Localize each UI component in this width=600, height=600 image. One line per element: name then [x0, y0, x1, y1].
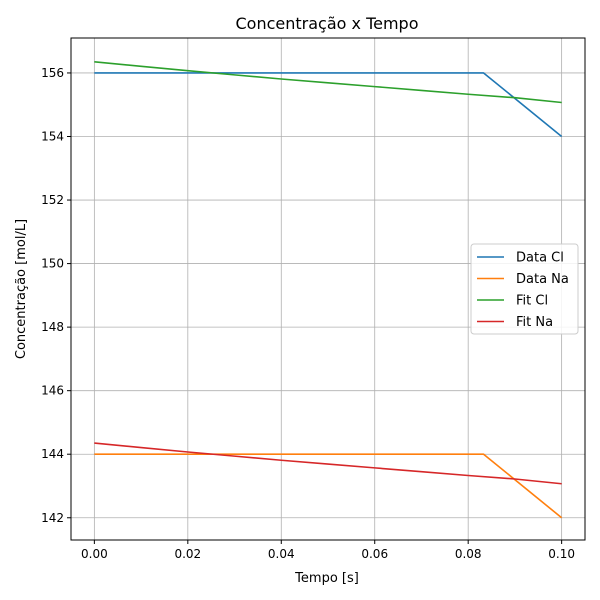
y-tick-label: 150 — [41, 257, 64, 271]
x-tick-label: 0.04 — [268, 547, 295, 561]
legend-box — [470, 243, 579, 335]
y-tick-label: 154 — [41, 129, 64, 143]
plot-frame — [70, 37, 586, 541]
series-line-3 — [94, 442, 562, 485]
y-tick-label: 142 — [41, 511, 64, 525]
y-tick-label: 148 — [41, 320, 64, 334]
y-tick-label: 152 — [41, 193, 64, 207]
x-axis-ticks: 0.00 0.02 0.04 0.06 0.08 0.10 — [81, 540, 575, 561]
x-tick-label: 0.00 — [81, 547, 108, 561]
x-tick-label: 0.06 — [361, 547, 388, 561]
legend-label: Fit Na — [516, 315, 553, 330]
x-axis-label: Tempo [s] — [294, 571, 359, 586]
y-tick-label: 156 — [41, 66, 64, 80]
y-tick-label: 144 — [41, 447, 64, 461]
legend-label: Data Na — [516, 272, 569, 287]
x-tick-label: 0.10 — [548, 547, 575, 561]
y-axis-label: Concentração [mol/L] — [14, 219, 29, 359]
x-tick-label: 0.02 — [174, 547, 201, 561]
y-tick-label: 146 — [41, 384, 64, 398]
series-line-0 — [94, 72, 563, 138]
y-axis-ticks: 142 144 146 148 150 152 154 156 — [41, 66, 71, 525]
legend-label: Fit Cl — [516, 294, 548, 309]
legend: Data Cl Data Na Fit Cl Fit Na — [470, 243, 579, 335]
chart-title: Concentração x Tempo — [236, 14, 419, 33]
series-line-2 — [94, 61, 562, 104]
x-tick-label: 0.08 — [455, 547, 482, 561]
series-line-1 — [94, 453, 563, 519]
legend-label: Data Cl — [516, 251, 564, 266]
series-lines — [94, 61, 563, 519]
